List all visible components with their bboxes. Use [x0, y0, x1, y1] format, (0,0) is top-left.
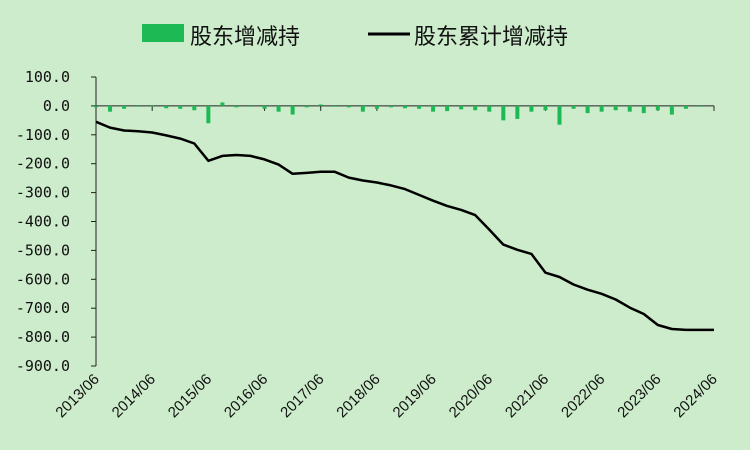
bar-mark [613, 105, 618, 111]
bar-mark [388, 105, 393, 108]
y-tick-label: -300.0 [16, 184, 70, 202]
bar-mark [290, 105, 295, 115]
x-tick-label: 2015/06 [165, 371, 215, 421]
line-series [95, 120, 714, 332]
x-tick-label: 2019/06 [390, 371, 440, 421]
bar-mark [557, 105, 562, 125]
bar-mark [122, 105, 127, 109]
legend-label-line: 股东累计增减持 [414, 25, 568, 50]
bar-mark [403, 105, 407, 109]
x-tick-label: 2013/06 [52, 371, 102, 421]
x-tick-label: 2014/06 [109, 371, 159, 421]
x-tick-label: 2016/06 [221, 371, 271, 421]
x-tick-label: 2020/06 [446, 371, 496, 421]
x-tick-label: 2017/06 [277, 371, 327, 421]
bar-mark [220, 102, 225, 106]
bar-mark [304, 105, 309, 108]
bar-mark [501, 105, 506, 121]
bar-mark [94, 105, 98, 108]
bar-mark [445, 105, 450, 112]
y-axis: 100.0 0.0 -100.0 -200.0 -300.0 -400.0 -500.0 -6… [16, 68, 97, 375]
bar-mark [669, 105, 674, 115]
bar-mark [655, 105, 660, 111]
x-tick-label: 2023/06 [614, 371, 664, 421]
bar-mark [431, 105, 436, 112]
y-tick-label: -200.0 [16, 155, 70, 173]
bar-mark [332, 105, 337, 107]
y-tick-label: 0.0 [43, 97, 70, 115]
bar-mark [683, 105, 688, 109]
y-tick-label: -700.0 [16, 299, 70, 317]
x-tick-label: 2022/06 [558, 371, 608, 421]
bar-mark [543, 105, 548, 111]
bar-mark [417, 105, 422, 109]
bar-mark [234, 105, 239, 108]
bar-series [94, 102, 702, 125]
x-tick-label: 2018/06 [333, 371, 383, 421]
legend-swatch-bar [142, 24, 184, 42]
bar-mark [346, 105, 351, 108]
y-tick-label: 100.0 [25, 68, 70, 86]
bar-mark [641, 105, 646, 114]
x-tick-label: 2024/06 [670, 371, 720, 421]
bar-mark [248, 105, 253, 107]
bar-mark [164, 105, 169, 109]
bar-mark [599, 105, 604, 112]
bar-mark [262, 105, 267, 109]
bar-mark [192, 105, 197, 111]
bar-mark [459, 105, 464, 110]
y-tick-label: -800.0 [16, 328, 70, 346]
y-tick-label: -100.0 [16, 126, 70, 144]
legend: 股东增减持 股东累计增减持 [142, 24, 568, 50]
bar-mark [697, 105, 702, 107]
y-tick-label: -400.0 [16, 213, 70, 231]
bar-mark [178, 105, 183, 109]
y-tick-label: -500.0 [16, 241, 70, 259]
bar-mark [515, 105, 520, 119]
bar-mark [360, 105, 365, 112]
bar-mark [108, 105, 113, 112]
legend-label-bar: 股东增减持 [190, 25, 300, 50]
bar-mark [585, 105, 590, 114]
bar-mark [276, 105, 281, 112]
bar-mark [136, 105, 141, 107]
cumulative-line [95, 120, 714, 332]
bar-mark [571, 105, 576, 109]
bar-mark [150, 105, 155, 107]
y-tick-label: -900.0 [16, 357, 70, 375]
bar-mark [318, 104, 323, 106]
bar-mark [487, 105, 492, 112]
bar-mark [206, 105, 211, 124]
x-axis: 2013/06 2014/06 2015/06 2016/06 2017/06 2018/… [52, 105, 721, 421]
bar-mark [374, 105, 379, 109]
bar-mark [529, 105, 534, 112]
bar-mark [627, 105, 632, 112]
y-tick-label: -600.0 [16, 270, 70, 288]
x-tick-label: 2021/06 [502, 371, 552, 421]
bar-mark [473, 105, 478, 111]
